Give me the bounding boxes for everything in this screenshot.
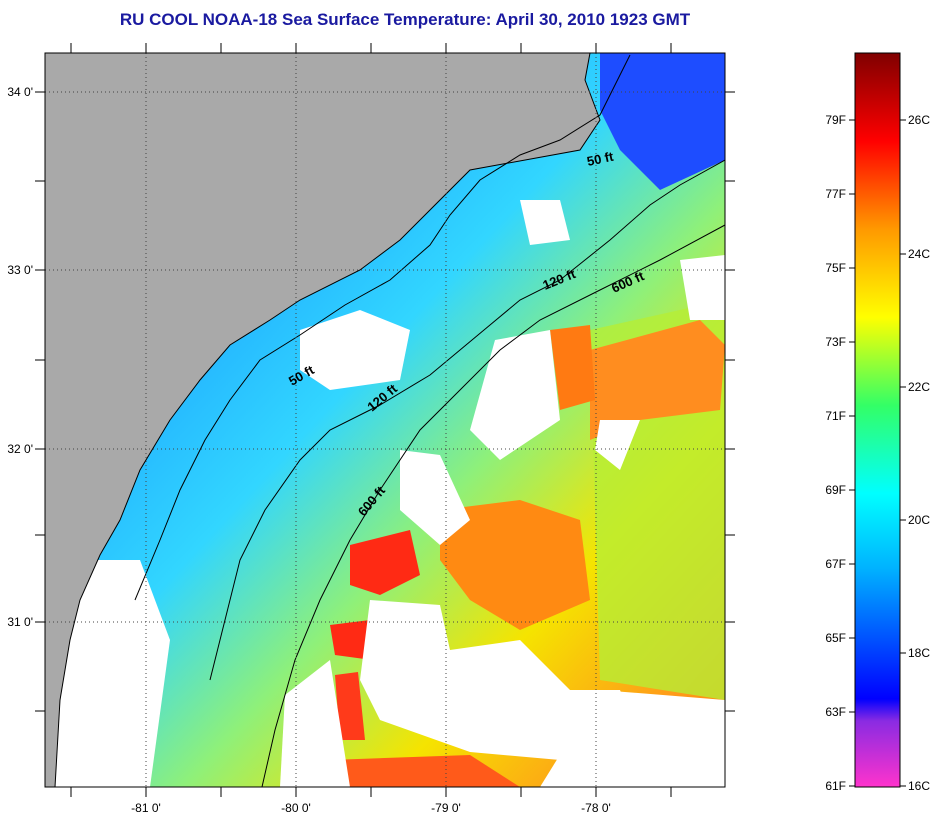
cb-c-20: 20C [908, 513, 930, 527]
cloud-8 [520, 200, 570, 245]
cloud-3 [540, 690, 725, 787]
cloud-7 [300, 310, 410, 390]
cloud-4 [470, 330, 560, 460]
cold-water-north [600, 53, 725, 190]
lon-label-81: -81 0' [131, 801, 161, 815]
cb-f-77: 77F [825, 187, 846, 201]
cb-f-63: 63F [825, 705, 846, 719]
cb-f-75: 75F [825, 261, 846, 275]
cloud-9 [400, 450, 470, 545]
red-patch-2 [330, 620, 372, 660]
red-patch-3 [335, 672, 365, 740]
cb-f-67: 67F [825, 557, 846, 571]
cb-f-73: 73F [825, 335, 846, 349]
orange-patch-north [550, 325, 595, 410]
lat-label-31: 31 0' [7, 615, 33, 629]
colorbar-ticks [849, 119, 906, 787]
cb-c-24: 24C [908, 247, 930, 261]
map-title: RU COOL NOAA-18 Sea Surface Temperature:… [119, 10, 691, 29]
lat-label-32: 32 0' [7, 442, 33, 456]
grid [45, 53, 725, 787]
axis-ticks [35, 43, 735, 797]
land [45, 53, 600, 787]
cb-f-61: 61F [825, 779, 846, 793]
cb-f-71: 71F [825, 409, 846, 423]
coastline [54, 53, 601, 787]
cloud-2 [360, 600, 640, 760]
colorbar [854, 52, 901, 788]
orange-patch-east [590, 320, 725, 440]
cloud-6 [680, 255, 725, 320]
red-patch-1 [350, 530, 420, 595]
map-content: 50 ft 50 ft 120 ft 120 ft 600 ft 600 ft [45, 53, 725, 787]
cb-f-65: 65F [825, 631, 846, 645]
cb-f-69: 69F [825, 483, 846, 497]
cb-f-79: 79F [825, 113, 846, 127]
cb-c-16: 16C [908, 779, 930, 793]
cb-c-26: 26C [908, 113, 930, 127]
cloud-5 [595, 420, 640, 470]
lat-label-33: 33 0' [7, 263, 33, 277]
contour-600ft [261, 224, 725, 787]
orange-patch-center [440, 500, 590, 630]
contour-50ft [134, 54, 631, 601]
contour-label-50ft-north: 50 ft [586, 149, 616, 169]
map-frame [44, 52, 726, 788]
lon-label-79: -79 0' [431, 801, 461, 815]
lon-label-78: -78 0' [581, 801, 611, 815]
cloud-1 [280, 660, 350, 787]
cb-c-22: 22C [908, 380, 930, 394]
lat-label-34: 34 0' [7, 85, 33, 99]
contour-120ft [209, 159, 725, 681]
lon-label-80: -80 0' [281, 801, 311, 815]
red-patch-south [320, 755, 520, 787]
cb-c-18: 18C [908, 646, 930, 660]
